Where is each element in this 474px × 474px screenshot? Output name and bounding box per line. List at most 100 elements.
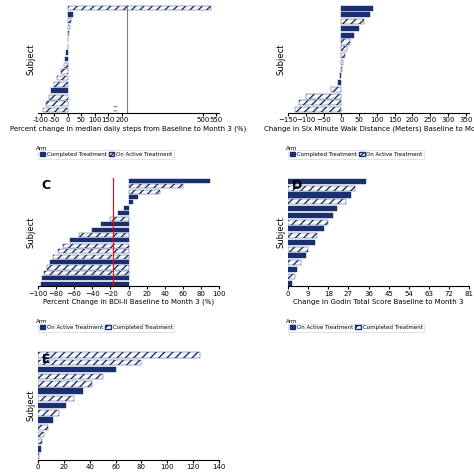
Text: C: C [42, 179, 51, 192]
Bar [288, 206, 337, 211]
Text: Arm: Arm [286, 146, 298, 151]
Legend: Completed Treatment, On Active Treatment: Completed Treatment, On Active Treatment [288, 150, 424, 159]
Bar [38, 417, 54, 423]
Bar [295, 107, 341, 112]
Legend: On Active Treatment, Completed Treatment: On Active Treatment, Completed Treatment [288, 324, 424, 332]
X-axis label: Change in Six Minute Walk Distance (Meters) Baseline to Month 3: Change in Six Minute Walk Distance (Mete… [264, 125, 474, 132]
Bar [49, 95, 68, 100]
Bar [118, 211, 128, 215]
Legend: On Active Treatment, Completed Treatment: On Active Treatment, Completed Treatment [38, 324, 174, 332]
Bar [128, 179, 210, 183]
Bar [306, 94, 341, 99]
Bar [341, 26, 359, 31]
Bar [64, 244, 128, 248]
Bar [341, 6, 374, 10]
Bar [288, 213, 333, 218]
Bar [43, 108, 68, 112]
Bar [38, 446, 40, 452]
Bar [38, 425, 48, 430]
Bar [68, 12, 73, 17]
Bar [288, 246, 308, 252]
Y-axis label: Subject: Subject [277, 43, 286, 75]
Bar [50, 260, 128, 264]
Bar [299, 100, 341, 106]
Bar [124, 206, 128, 210]
Bar [47, 265, 128, 270]
Bar [288, 192, 351, 198]
Bar [341, 12, 370, 18]
Bar [38, 381, 92, 387]
Bar [68, 31, 69, 36]
Bar [70, 238, 128, 242]
Bar [52, 88, 68, 93]
Bar [65, 56, 68, 61]
Bar [38, 389, 83, 394]
Bar [43, 276, 128, 280]
Bar [79, 233, 128, 237]
Bar [68, 18, 71, 23]
Bar [288, 254, 306, 258]
Bar [128, 195, 137, 199]
Bar [341, 33, 354, 38]
Text: Arm: Arm [286, 319, 298, 324]
Bar [128, 201, 133, 204]
Bar [38, 454, 39, 459]
Bar [110, 217, 128, 221]
Bar [338, 80, 341, 85]
Bar [92, 228, 128, 232]
Bar [341, 66, 342, 72]
Bar [288, 240, 315, 245]
Bar [288, 267, 297, 272]
Text: Arm: Arm [36, 146, 47, 151]
Legend: Completed Treatment, On Active Treatment: Completed Treatment, On Active Treatment [38, 150, 174, 159]
Bar [57, 76, 68, 81]
Bar [38, 403, 66, 408]
X-axis label: Percent change in median daily steps from Baseline to Month 3 (%): Percent change in median daily steps fro… [10, 125, 246, 132]
Bar [331, 87, 341, 92]
Y-axis label: Subject: Subject [27, 217, 36, 248]
Bar [54, 255, 128, 259]
Bar [38, 374, 103, 379]
Bar [38, 352, 200, 358]
Text: Arm: Arm [36, 319, 47, 324]
Bar [46, 101, 68, 106]
Bar [41, 282, 128, 286]
Bar [128, 190, 160, 194]
Bar [288, 179, 366, 184]
Bar [288, 274, 295, 279]
Bar [341, 19, 365, 24]
Bar [38, 432, 45, 437]
Bar [44, 271, 128, 275]
Bar [38, 396, 74, 401]
Bar [341, 46, 346, 51]
Bar [288, 199, 346, 204]
Bar [38, 410, 59, 416]
Bar [341, 53, 345, 58]
Bar [288, 227, 324, 231]
Bar [288, 260, 301, 265]
Bar [341, 39, 350, 45]
Bar [58, 249, 128, 253]
Bar [38, 439, 42, 445]
Bar [66, 50, 68, 55]
Text: E: E [42, 353, 50, 365]
Bar [288, 281, 292, 285]
Y-axis label: Subject: Subject [27, 390, 36, 421]
X-axis label: Change in Godin Total Score Baseline to Month 3: Change in Godin Total Score Baseline to … [293, 299, 464, 305]
Bar [341, 60, 343, 65]
Bar [38, 360, 141, 365]
Y-axis label: Subject: Subject [277, 217, 286, 248]
Bar [38, 367, 116, 372]
Bar [288, 186, 355, 191]
Bar [101, 222, 128, 226]
X-axis label: Percent Change in BDI-II Baseline to Month 3 (%): Percent Change in BDI-II Baseline to Mon… [43, 299, 214, 305]
Bar [128, 184, 183, 188]
Bar [288, 219, 328, 225]
Bar [54, 82, 68, 87]
Bar [68, 6, 211, 10]
Text: D: D [292, 179, 302, 192]
Bar [339, 73, 341, 78]
Bar [64, 63, 68, 68]
Bar [68, 25, 70, 29]
Y-axis label: Subject: Subject [27, 43, 36, 75]
